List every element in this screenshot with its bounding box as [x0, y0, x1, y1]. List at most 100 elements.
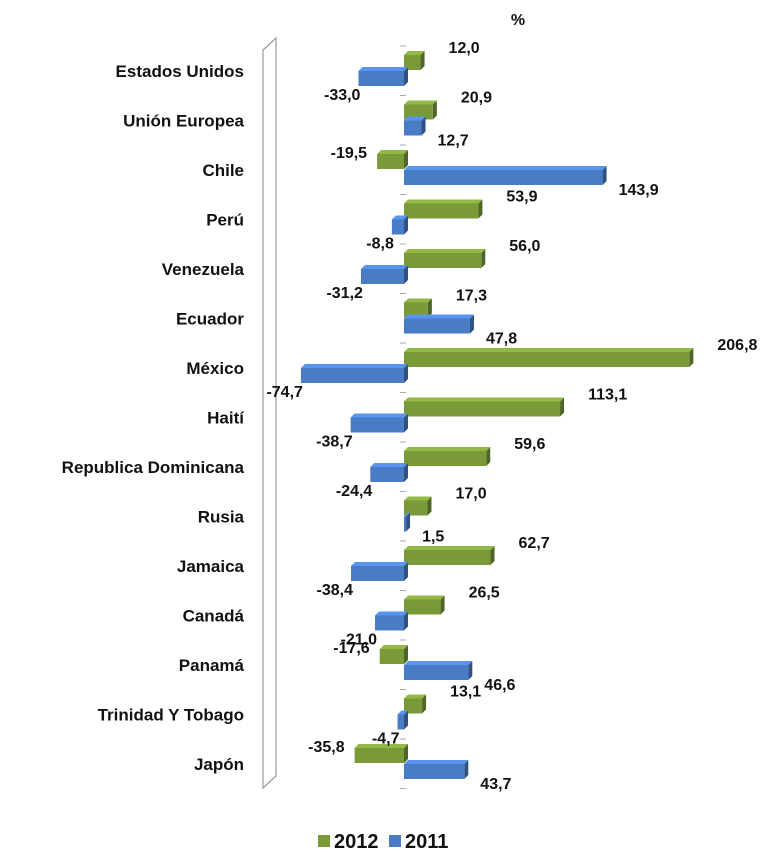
value-label-2012: 59,6: [514, 436, 545, 453]
bar-2012-front: [404, 451, 487, 466]
category-label: Canadá: [183, 607, 245, 626]
bar-2012-front: [404, 352, 690, 367]
bar-2011-top: [404, 760, 469, 764]
category-label: Japón: [194, 755, 244, 774]
bar-2011-side: [464, 760, 469, 779]
bar-2012: [404, 249, 486, 268]
category-label: Unión Europea: [123, 112, 244, 131]
bar-2011: [350, 413, 408, 433]
bar-2011-side: [404, 463, 408, 482]
bar-2012: [404, 199, 483, 219]
bar-2011-front: [375, 615, 404, 631]
value-label-2012: 20,9: [461, 90, 492, 107]
bar-2012-front: [404, 203, 479, 219]
bar-2012-side: [404, 150, 408, 169]
value-label-2011: -38,4: [317, 582, 354, 599]
bar-2011: [404, 661, 473, 680]
bar-2012-top: [404, 298, 432, 303]
bar-2011-top: [404, 661, 473, 665]
bar-2012-top: [404, 100, 437, 105]
bar-2012-side: [689, 348, 694, 367]
bar-2011-front: [404, 764, 465, 779]
legend: 2012 2011: [318, 831, 448, 852]
bar-2011-front: [404, 170, 603, 185]
bar-2011-side: [421, 116, 426, 136]
bar-2012-front: [354, 748, 404, 763]
bar-2011-front: [300, 368, 404, 383]
bar-2011-front: [404, 120, 422, 136]
category-label: Trinidad Y Tobago: [98, 706, 244, 725]
value-labels: 12,0 -33,0 20,9 12,7 -19,5 143,9 53,9 -8,8 56,0 -…: [266, 40, 757, 793]
bar-2012-side: [432, 100, 437, 120]
bar-2012-side: [560, 397, 565, 417]
bar-2011-side: [404, 215, 408, 235]
bar-2012: [354, 744, 408, 763]
bar-2012: [404, 595, 445, 615]
value-label-2012: 206,8: [717, 337, 757, 354]
category-labels: Estados Unidos Unión Europea Chile Perú Vene…: [62, 62, 246, 774]
value-label-2011: 1,5: [422, 529, 444, 546]
category-label: Perú: [206, 211, 244, 230]
unit-label: %: [511, 12, 525, 29]
legend-swatch-2012: [318, 835, 330, 847]
bar-2011-top: [404, 166, 607, 170]
bar-2012-side: [427, 298, 432, 318]
bar-2011-top: [300, 364, 408, 368]
value-label-2012: 53,9: [506, 189, 537, 206]
value-label-2012: 12,0: [449, 40, 480, 57]
bar-2011-side: [469, 314, 474, 334]
bar-2012-top: [404, 447, 491, 451]
frame-wall: [262, 36, 277, 790]
category-label: Jamaica: [177, 557, 245, 576]
bar-2011-top: [358, 67, 408, 71]
bar-2012-front: [379, 649, 404, 664]
bar-2012-side: [478, 199, 483, 219]
bar-2012-side: [490, 546, 495, 565]
bar-2011-front: [370, 467, 404, 482]
bar-2012: [404, 100, 437, 120]
bar-2011-side: [404, 611, 408, 631]
bar-2012-front: [404, 401, 561, 417]
bar-2012: [379, 645, 408, 664]
bar-2011-front: [404, 516, 407, 532]
bar-2012: [404, 51, 425, 70]
bar-2011-side: [404, 562, 408, 581]
bar-2012-top: [377, 150, 408, 154]
axis-layer: [262, 36, 406, 790]
bar-2012-top: [404, 694, 427, 699]
bar-2011: [404, 116, 426, 136]
bar-2011-top: [397, 710, 408, 715]
bar-2011: [404, 314, 474, 334]
bar-2011-front: [404, 318, 470, 334]
bar-2011-front: [350, 417, 404, 433]
category-label: Panamá: [179, 656, 245, 675]
value-label-2011: -31,2: [326, 285, 363, 302]
bar-2011-front: [404, 665, 469, 680]
bar-2012: [404, 694, 427, 714]
value-label-2011: -74,7: [266, 384, 303, 401]
bar-2012-top: [404, 51, 425, 55]
bar-2011-side: [468, 661, 473, 680]
bar-2012-side: [420, 51, 425, 70]
bar-2012-side: [404, 645, 408, 664]
value-label-2011: -33,0: [324, 87, 361, 104]
category-label: Chile: [202, 161, 244, 180]
bar-2011-top: [351, 562, 408, 566]
bar-2011: [391, 215, 408, 235]
category-label: México: [186, 359, 244, 378]
category-label: Republica Dominicana: [62, 458, 245, 477]
bar-2012-side: [404, 744, 408, 763]
bar-2011: [360, 265, 408, 284]
bar-2011-side: [404, 67, 408, 86]
bar-2012-top: [404, 348, 694, 352]
bar-2012: [377, 150, 408, 169]
bar-2012-front: [404, 599, 441, 615]
bar-2012-front: [377, 154, 404, 169]
bar-2011-side: [602, 166, 607, 185]
bar-2012-side: [422, 694, 427, 714]
value-label-2012: 62,7: [519, 535, 550, 552]
category-label: Ecuador: [176, 310, 244, 329]
bar-2011-top: [404, 512, 411, 517]
bar-2011-side: [404, 413, 408, 433]
bar-2012-side: [427, 496, 432, 516]
